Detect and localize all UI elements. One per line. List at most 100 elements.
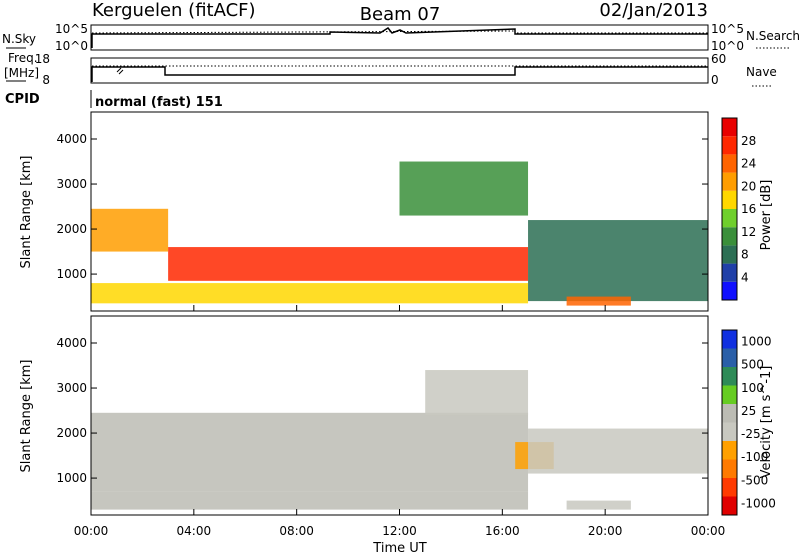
freq-tick-top: 18 xyxy=(35,52,50,66)
velocity-panel: 4000 3000 2000 1000 Slant Range [km] xyxy=(19,315,709,516)
velocity-colorbar-tick: 100 xyxy=(741,381,764,395)
nsearch-trace xyxy=(91,30,708,34)
power-colorbar-tick: 16 xyxy=(741,202,756,216)
power-colorbar-swatch xyxy=(722,281,737,300)
freq-panel: Freq. [MHz] 18 8 60 0 Nave xyxy=(4,51,777,87)
nsky-trace xyxy=(91,27,708,48)
time-tick-label: 00:00 xyxy=(691,524,726,538)
power-region-3 xyxy=(399,161,529,216)
velocity-colorbar-swatch xyxy=(722,404,737,423)
velocity-colorbar-swatch xyxy=(722,459,737,478)
power-ytick-label: 2000 xyxy=(56,222,87,236)
power-y-ticks: 4000 3000 2000 1000 xyxy=(56,132,708,281)
power-colorbar-swatch xyxy=(722,209,737,228)
freq-unit: [MHz] xyxy=(4,66,39,80)
time-axis: 00:00 04:00 08:00 12:00 16:00 20:00 00:00 xyxy=(74,305,726,538)
nsearch-label: N.Search xyxy=(746,29,800,43)
velocity-colorbar-swatch xyxy=(722,367,737,386)
time-tick-label: 12:00 xyxy=(382,524,417,538)
power-colorbar: 28 24 20 16 12 8 4 xyxy=(721,117,756,301)
cpid-text: normal (fast) 151 xyxy=(95,95,223,110)
power-ytick-label: 4000 xyxy=(56,132,87,146)
time-tick-label: 04:00 xyxy=(177,524,212,538)
velocity-colorbar-swatch xyxy=(722,422,737,441)
freq-tick-bottom: 8 xyxy=(42,73,50,87)
beam-title: Beam 07 xyxy=(360,4,441,25)
velocity-colorbar-swatch xyxy=(722,330,737,349)
velocity-colorbar-tick: -500 xyxy=(741,473,768,487)
velocity-region-0 xyxy=(91,412,529,492)
velocity-data xyxy=(91,370,708,510)
nsky-label: N.Sky xyxy=(2,32,36,46)
velocity-region-4 xyxy=(528,428,708,474)
velocity-colorbar-tick: -100 xyxy=(741,450,768,464)
nave-tick-top: 60 xyxy=(711,52,726,66)
power-region-5 xyxy=(566,296,631,306)
nsky-tick-bottom: 10^0 xyxy=(55,39,88,53)
power-colorbar-tick: 12 xyxy=(741,225,756,239)
power-region-2 xyxy=(91,283,529,304)
power-colorbar-frame xyxy=(721,117,738,301)
velocity-colorbar-frame xyxy=(721,329,738,516)
velocity-colorbar-tick: 500 xyxy=(741,358,764,372)
power-colorbar-swatch xyxy=(722,190,737,209)
cpid-label: CPID xyxy=(5,92,40,107)
velocity-colorbar: 1000 500 100 25 -25 -100 -500 -1000 xyxy=(721,329,776,516)
velocity-colorbar-swatch xyxy=(722,478,737,497)
velocity-ytick-label: 4000 xyxy=(56,336,87,350)
nsearch-tick-bottom: 10^0 xyxy=(711,39,744,53)
power-colorbar-tick: 24 xyxy=(741,157,756,171)
power-colorbar-tick: 8 xyxy=(741,248,749,262)
velocity-ytick-label: 1000 xyxy=(56,471,87,485)
power-colorbar-swatch xyxy=(722,172,737,191)
power-colorbar-tick: 20 xyxy=(741,179,756,193)
velocity-ytick-label: 2000 xyxy=(56,426,87,440)
power-colorbar-swatch xyxy=(722,227,737,246)
velocity-region-2 xyxy=(425,370,529,416)
velocity-ylabel: Slant Range [km] xyxy=(19,360,34,473)
power-colorbar-swatch xyxy=(722,263,737,282)
freq-label: Freq. xyxy=(8,51,38,65)
velocity-colorbar-tick: -25 xyxy=(741,427,761,441)
time-axis-label: Time UT xyxy=(372,541,426,554)
power-region-0 xyxy=(91,208,169,252)
power-colorbar-swatch xyxy=(722,136,737,155)
velocity-region-5 xyxy=(566,500,631,510)
time-tick-label: 00:00 xyxy=(74,524,109,538)
power-colorbar-title: Power [dB] xyxy=(759,180,774,251)
velocity-colorbar-title: Velocity [m s^-1] xyxy=(759,366,774,479)
date-title: 02/Jan/2013 xyxy=(599,0,708,21)
power-ytick-label: 1000 xyxy=(56,267,87,281)
velocity-colorbar-swatch xyxy=(722,348,737,367)
time-tick-label: 16:00 xyxy=(485,524,520,538)
velocity-colorbar-swatch xyxy=(722,441,737,460)
station-title: Kerguelen (fitACF) xyxy=(92,0,256,21)
velocity-colorbar-tick: 25 xyxy=(741,404,756,418)
velocity-colorbar-swatch xyxy=(722,385,737,404)
power-colorbar-label: Power [dB] xyxy=(759,180,774,251)
nave-tick-bottom: 0 xyxy=(711,73,719,87)
power-colorbar-tick: 28 xyxy=(741,134,756,148)
power-colorbar-swatch xyxy=(722,154,737,173)
time-tick-label: 08:00 xyxy=(279,524,314,538)
nsky-tick-top: 10^5 xyxy=(55,22,88,36)
time-tick-label: 20:00 xyxy=(588,524,623,538)
velocity-ytick-label: 3000 xyxy=(56,381,87,395)
power-data xyxy=(91,161,708,306)
power-colorbar-swatch xyxy=(722,245,737,264)
velocity-colorbar-label: Velocity [m s^-1] xyxy=(759,366,774,479)
freq-trace xyxy=(91,66,708,82)
power-colorbar-tick: 4 xyxy=(741,270,749,284)
nsky-panel: N.Sky 10^5 10^0 10^5 10^0 N.Search xyxy=(2,22,800,53)
nave-label: Nave xyxy=(746,65,777,79)
power-region-1 xyxy=(168,247,529,281)
power-panel: 4000 3000 2000 1000 Slant Range [km] xyxy=(19,111,709,312)
power-region-4 xyxy=(528,220,708,302)
power-ylabel: Slant Range [km] xyxy=(19,156,34,269)
velocity-colorbar-tick: 1000 xyxy=(741,335,772,349)
power-colorbar-swatch xyxy=(722,118,737,137)
velocity-y-ticks: 4000 3000 2000 1000 xyxy=(56,336,708,485)
power-ytick-label: 3000 xyxy=(56,177,87,191)
velocity-region-1 xyxy=(91,491,529,510)
